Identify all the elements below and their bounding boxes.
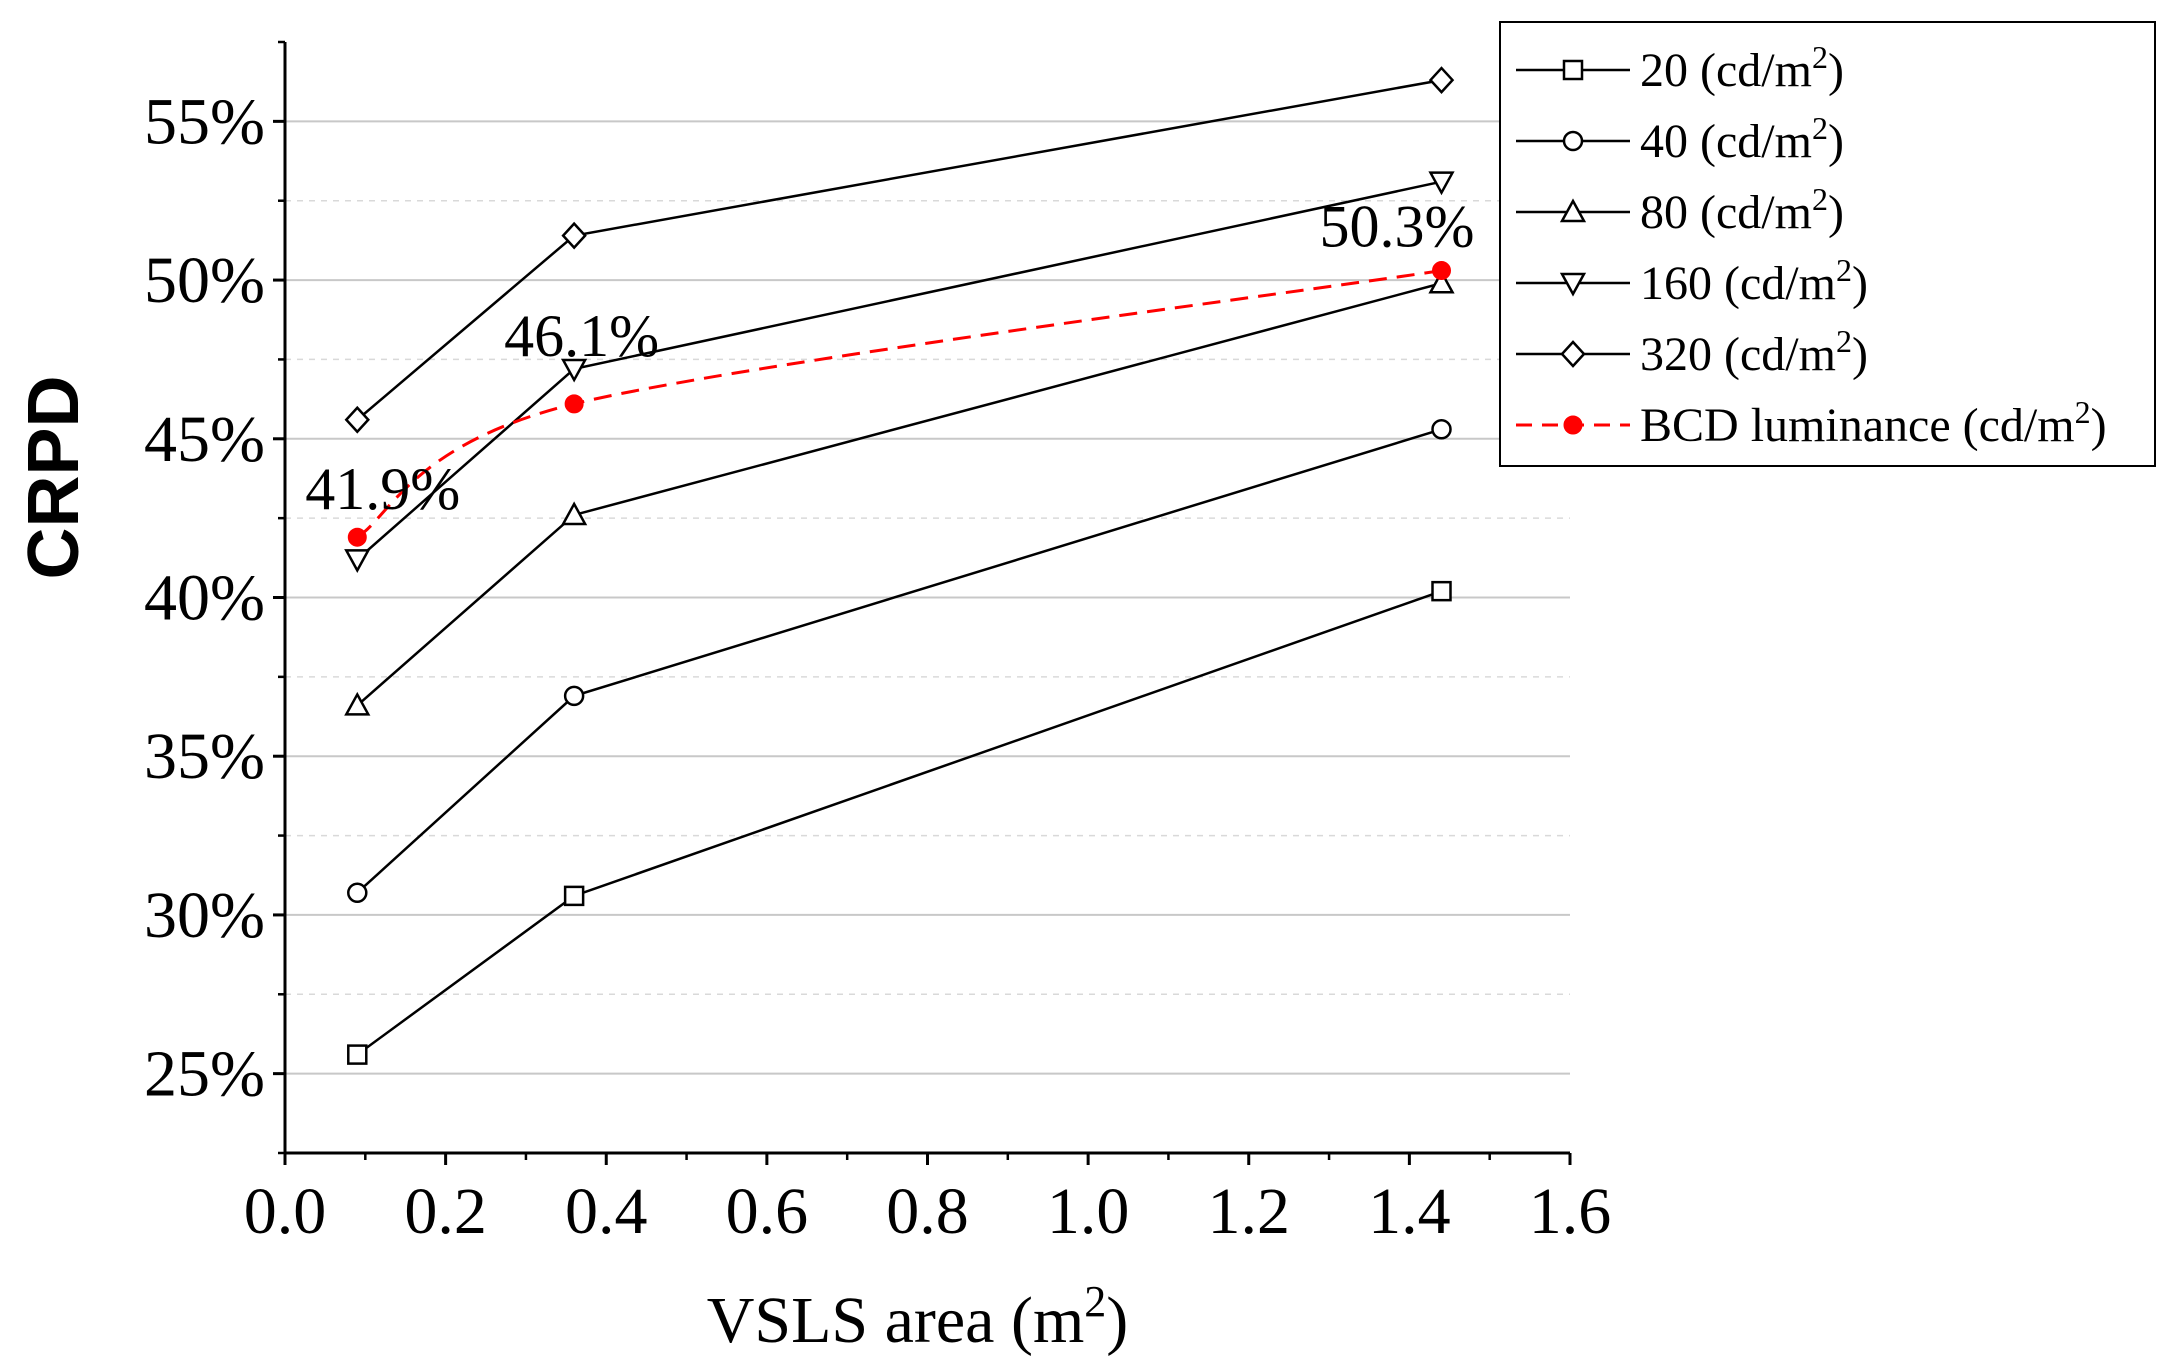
y-tick-label: 35% (144, 720, 265, 793)
x-tick-label: 0.0 (244, 1175, 327, 1248)
data-label: 50.3% (1320, 194, 1475, 260)
x-axis-title: VSLS area (m2) (707, 1277, 1129, 1357)
legend-label-sup: 2 (1836, 323, 1852, 359)
series-4 (344, 66, 1455, 434)
legend-marker (1560, 340, 1586, 368)
legend-label: 40 (cd/m2) (1640, 110, 1844, 168)
x-tick-label: 1.6 (1529, 1175, 1612, 1248)
y-tick-label: 25% (144, 1038, 265, 1111)
gridlines (285, 120, 1570, 1075)
data-point (563, 685, 585, 707)
series-1 (347, 419, 1452, 903)
legend-label-end: ) (1852, 257, 1868, 310)
y-tick-label: 30% (144, 879, 265, 952)
data-label: 46.1% (504, 303, 659, 369)
y-tick-label: 55% (144, 85, 265, 158)
data-point (347, 527, 367, 547)
legend: 20 (cd/m2)40 (cd/m2)80 (cd/m2)160 (cd/m2… (1499, 21, 2156, 467)
x-tick-label: 0.2 (404, 1175, 487, 1248)
legend-label-end: ) (1828, 186, 1844, 239)
series-3 (344, 171, 1455, 574)
y-tick-label: 45% (144, 403, 265, 476)
legend-label-end: ) (1828, 115, 1844, 168)
x-tick-label: 0.6 (726, 1175, 809, 1248)
data-label: 41.9% (305, 456, 460, 522)
data-point (561, 221, 587, 250)
legend-label: 80 (cd/m2) (1640, 181, 1844, 239)
series-line (356, 180, 1442, 561)
legend-label-sup: 2 (1812, 110, 1828, 146)
data-point (347, 882, 368, 903)
y-axis-title: CRPD (14, 375, 94, 579)
x-tick-label: 0.4 (565, 1175, 648, 1248)
legend-entry: BCD luminance (cd/m2) (1516, 394, 2107, 452)
data-point (561, 501, 588, 526)
data-point (1431, 580, 1452, 602)
legend-label-end: ) (1852, 328, 1868, 381)
data-point (561, 358, 588, 383)
legend-box (1499, 21, 2156, 467)
data-point (344, 549, 371, 574)
series-line (356, 428, 1442, 894)
legend-label-main: 320 (cd/m (1640, 328, 1836, 381)
data-point (564, 394, 584, 414)
legend-marker (1559, 198, 1587, 223)
y-tick-label: 50% (144, 244, 265, 317)
legend-marker (1559, 272, 1587, 297)
annotations: 41.9% 46.1% 50.3% (305, 194, 1474, 523)
legend-marker (1563, 415, 1583, 435)
data-point (1428, 171, 1455, 196)
series-0 (347, 580, 1452, 1065)
x-axis-title-main: VSLS area (m (707, 1284, 1085, 1357)
x-axis-title-end: ) (1106, 1284, 1128, 1357)
data-point (1431, 419, 1452, 440)
legend-label-sup: 2 (1812, 39, 1828, 75)
data-point (1432, 261, 1451, 281)
legend-label: BCD luminance (cd/m2) (1640, 394, 2107, 452)
series-group (344, 66, 1455, 1065)
legend-label-sup: 2 (1812, 181, 1828, 217)
x-tick-label: 1.2 (1208, 1175, 1291, 1248)
series-line (356, 269, 1442, 539)
data-point (347, 1044, 368, 1065)
data-point (1428, 269, 1455, 294)
legend-entry: 80 (cd/m2) (1516, 181, 1844, 239)
series-line (356, 589, 1442, 1056)
x-tick-label: 0.8 (886, 1175, 969, 1248)
legend-label-sup: 2 (2075, 394, 2091, 430)
legend-entry: 320 (cd/m2) (1516, 323, 1868, 381)
data-point (563, 885, 585, 907)
legend-label: 160 (cd/m2) (1640, 252, 1868, 310)
series-2 (344, 269, 1455, 716)
legend-label: 20 (cd/m2) (1640, 39, 1844, 97)
data-point (344, 405, 370, 434)
legend-label-sup: 2 (1836, 252, 1852, 288)
axis-titles: VSLS area (m2) CRPD (14, 375, 1128, 1357)
legend-entry: 160 (cd/m2) (1516, 252, 1868, 310)
legend-label-main: 40 (cd/m (1640, 115, 1812, 168)
x-tick-label: 1.4 (1368, 1175, 1451, 1248)
y-tick-label: 40% (144, 562, 265, 635)
data-point (1428, 66, 1455, 94)
legend-label-main: 80 (cd/m (1640, 186, 1812, 239)
legend-marker (1562, 59, 1584, 81)
x-tick-label: 1.0 (1047, 1175, 1130, 1248)
legend-entry: 40 (cd/m2) (1516, 110, 1844, 168)
legend-label-main: 20 (cd/m (1640, 44, 1812, 97)
legend-label-main: BCD luminance (cd/m (1640, 399, 2075, 452)
legend-label-end: ) (1828, 44, 1844, 97)
data-point (344, 691, 371, 716)
legend-entry: 20 (cd/m2) (1516, 39, 1844, 97)
legend-label-main: 160 (cd/m (1640, 257, 1836, 310)
x-axis-title-sup: 2 (1084, 1277, 1106, 1326)
legend-label: 320 (cd/m2) (1640, 323, 1868, 381)
legend-label-end: ) (2091, 399, 2107, 452)
series-5 (347, 261, 1451, 547)
axes: 25% 30% 35% 40% 45% 50% 55% 0.0 0.2 0.4 0.6 0.8 1.0 1… (144, 40, 1612, 1248)
legend-marker (1562, 130, 1584, 152)
